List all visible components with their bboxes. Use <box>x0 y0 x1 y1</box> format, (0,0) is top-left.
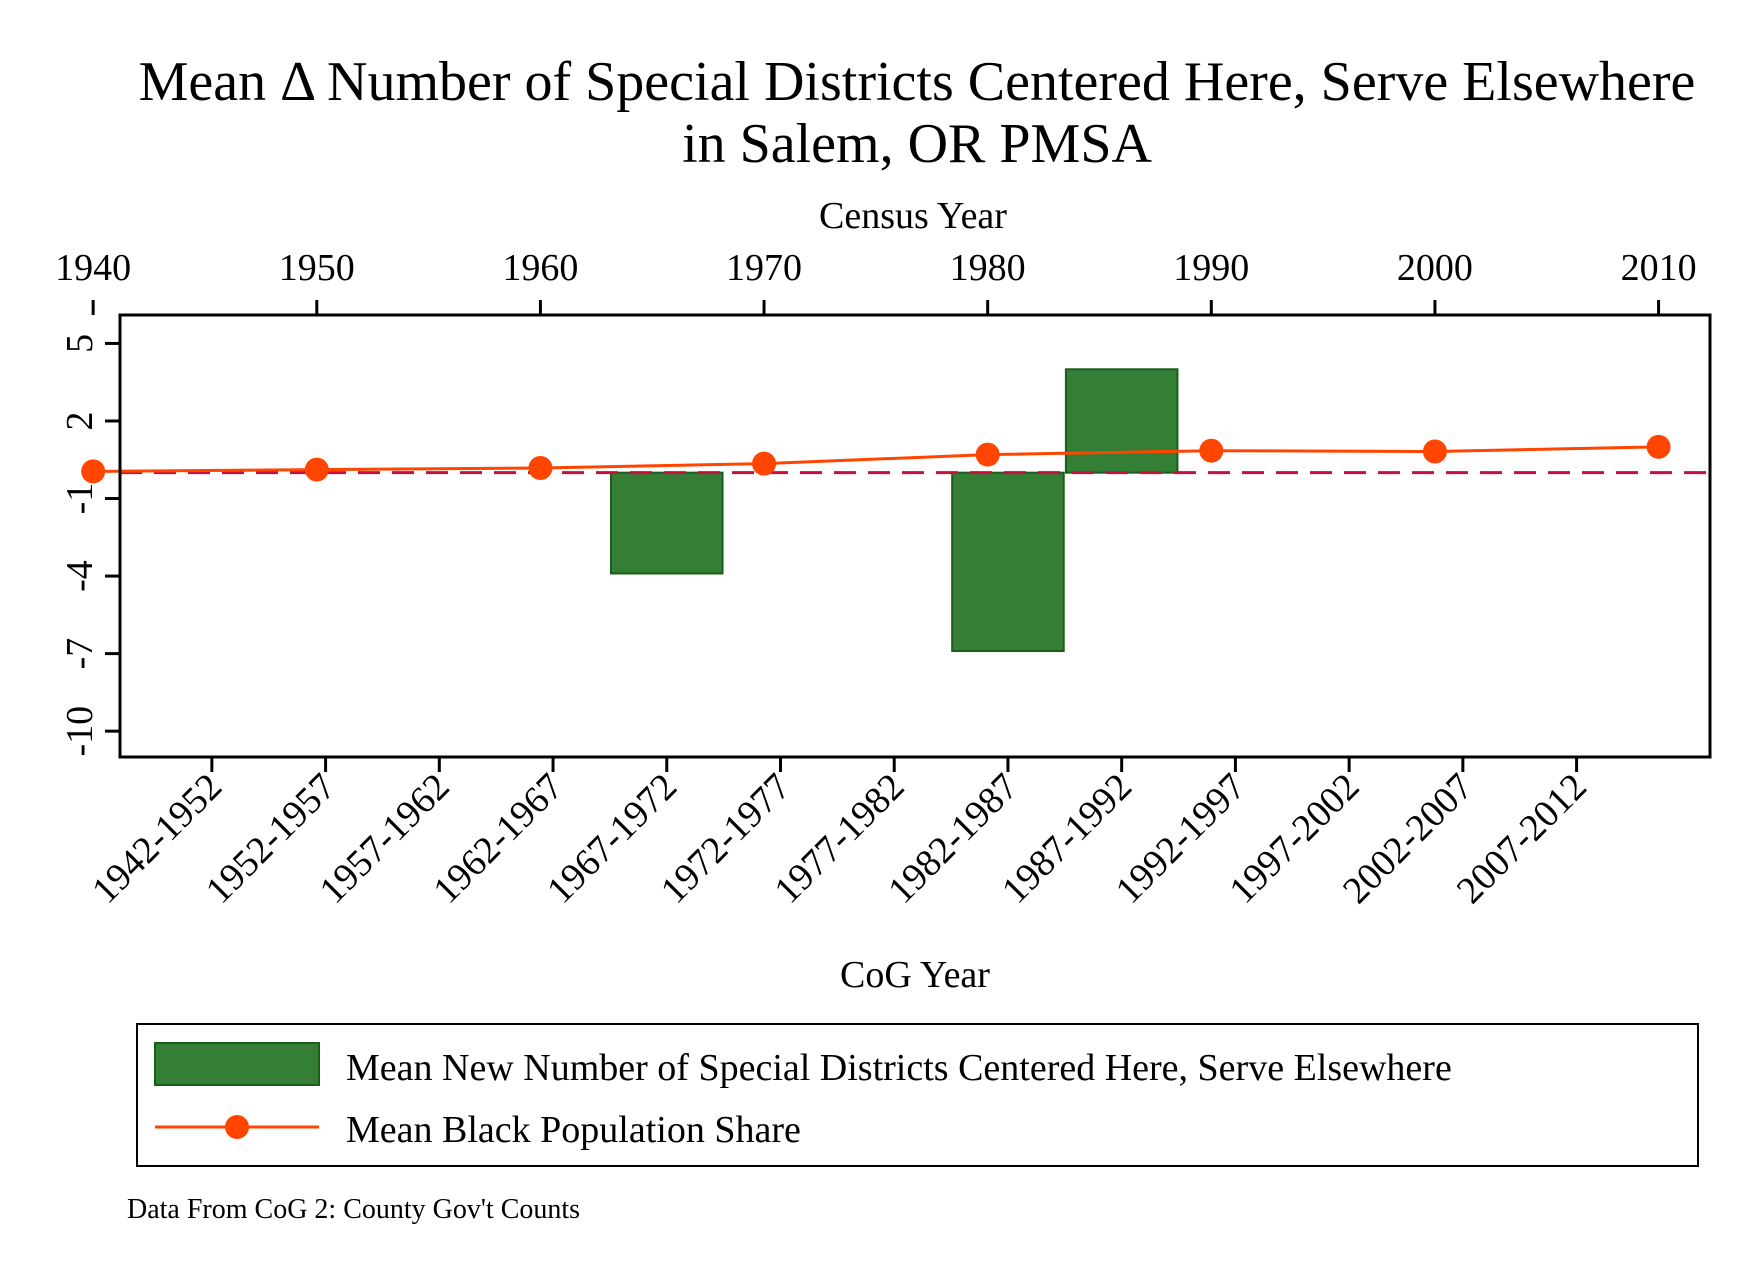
y-tick-label: -7 <box>59 638 101 670</box>
series-point <box>81 459 106 484</box>
line-series <box>81 434 1671 484</box>
top-tick-label: 1940 <box>55 247 131 289</box>
source-note: Data From CoG 2: County Gov't Counts <box>127 1194 580 1225</box>
bar <box>1064 368 1179 474</box>
legend: Mean New Number of Special Districts Cen… <box>136 1023 1699 1167</box>
top-tick-label: 2000 <box>1397 247 1473 289</box>
legend-bar-swatch <box>154 1042 320 1086</box>
chart-title-line1: Mean Δ Number of Special Districts Cente… <box>139 51 1696 113</box>
series-point <box>975 442 1000 467</box>
series-point <box>528 456 553 481</box>
top-tick-label: 1970 <box>726 247 802 289</box>
series-point <box>1646 434 1671 459</box>
bottom-axis-ticks: 1942-19521952-19571957-19621962-19671967… <box>84 757 1595 912</box>
chart-title-line2: in Salem, OR PMSA <box>682 113 1152 175</box>
plot-frame <box>118 313 1712 759</box>
series-point <box>304 457 329 482</box>
legend-bar-label: Mean New Number of Special Districts Cen… <box>346 1047 1452 1089</box>
bottom-axis-label: CoG Year <box>840 954 990 996</box>
top-tick-label: 1990 <box>1173 247 1249 289</box>
bar-series <box>609 368 1179 653</box>
y-tick-label: -1 <box>59 483 101 515</box>
series-point <box>752 451 777 476</box>
series-line <box>93 445 1659 473</box>
y-tick-label: 5 <box>59 334 101 353</box>
y-axis-ticks: 5 2 -1 -4 -7 -10 <box>59 334 120 757</box>
series-point <box>1422 439 1447 464</box>
top-axis-ticks: 1940 1950 1960 1970 1980 1990 2000 2010 <box>55 247 1697 315</box>
legend-frame <box>136 1023 1699 1167</box>
legend-line-label: Mean Black Population Share <box>346 1109 801 1151</box>
top-tick-label: 2010 <box>1621 247 1697 289</box>
series-point <box>1199 438 1224 463</box>
bar <box>609 471 724 575</box>
y-tick-label: -10 <box>59 706 101 757</box>
top-tick-label: 1960 <box>502 247 578 289</box>
y-tick-label: 2 <box>59 411 101 430</box>
top-tick-label: 1950 <box>279 247 355 289</box>
top-tick-label: 1980 <box>950 247 1026 289</box>
y-tick-label: -4 <box>59 560 101 592</box>
bar <box>951 471 1065 653</box>
top-axis-label: Census Year <box>819 195 1007 237</box>
legend-line-marker <box>225 1115 249 1139</box>
